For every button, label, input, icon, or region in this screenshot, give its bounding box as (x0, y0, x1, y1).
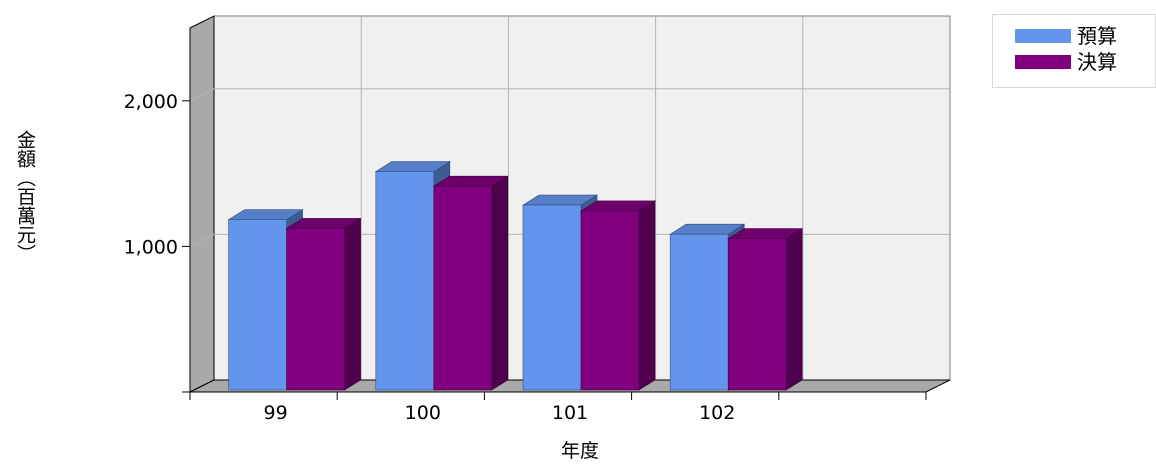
bar-side (785, 228, 803, 391)
bar-front (580, 210, 640, 391)
y-tick-label: 2,000 (124, 91, 178, 113)
bar-front (433, 185, 493, 391)
bar-front (375, 171, 435, 391)
legend: 預算 決算 (992, 14, 1156, 88)
gridline-horizontal (189, 88, 950, 102)
bar-front (669, 233, 729, 391)
bar-actual-101 (579, 200, 657, 391)
legend-swatch-budget (1015, 29, 1071, 43)
x-tick-label: 102 (699, 402, 735, 424)
bar-actual-102 (727, 228, 804, 391)
bar-front (286, 228, 345, 391)
side-wall (189, 15, 215, 393)
x-tick-label: 99 (264, 402, 288, 424)
bar-actual-99 (285, 217, 362, 391)
legend-swatch-actual (1015, 55, 1071, 69)
bar-side (344, 217, 361, 391)
bar-actual-100 (432, 175, 509, 391)
bar-front (727, 238, 787, 391)
y-tick-label: 1,000 (124, 236, 178, 258)
bar-side (638, 200, 656, 391)
y-axis-label: 金額（百萬元） (14, 130, 36, 263)
x-tick-label: 100 (405, 402, 441, 424)
bar-front (522, 204, 582, 391)
legend-label-budget: 預算 (1077, 24, 1117, 48)
legend-label-actual: 決算 (1077, 50, 1117, 74)
bar-front (228, 219, 287, 391)
bar-side (491, 175, 509, 391)
x-axis-label: 年度 (560, 440, 599, 462)
x-tick-label: 101 (552, 402, 588, 424)
